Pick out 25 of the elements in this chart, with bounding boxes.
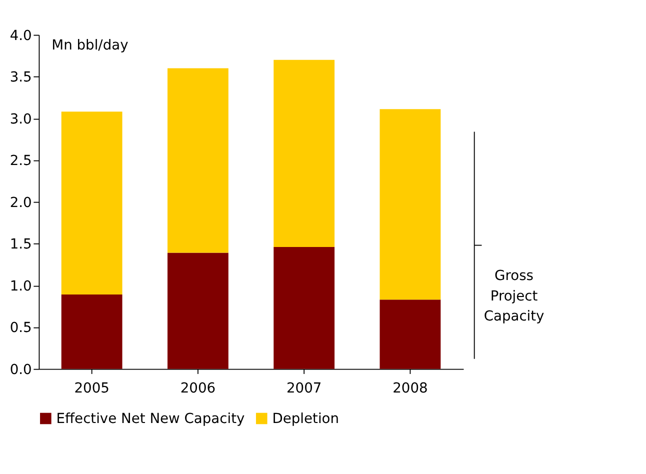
bar bbox=[168, 68, 228, 253]
y-tick-label: 1.5 bbox=[10, 236, 32, 253]
bar bbox=[61, 294, 122, 369]
x-tick-label: 2005 bbox=[74, 380, 110, 396]
y-tick-label: 4.0 bbox=[10, 28, 32, 44]
bar bbox=[168, 252, 228, 369]
legend-label: Effective Net New Capacity bbox=[56, 411, 245, 428]
x-tick-label: 2008 bbox=[392, 380, 428, 396]
y-tick-label: 1.0 bbox=[10, 278, 32, 294]
legend-label: Depletion bbox=[272, 411, 340, 428]
x-tick-label: 2007 bbox=[286, 380, 322, 396]
text: Gross Project Capacity bbox=[484, 268, 544, 325]
y-tick-label: 3.5 bbox=[10, 70, 32, 86]
bar bbox=[61, 112, 122, 295]
bar bbox=[274, 246, 335, 369]
y-tick-label: 0.0 bbox=[10, 362, 32, 378]
y-tick-label: 3.0 bbox=[10, 111, 32, 128]
bar bbox=[380, 300, 441, 369]
y-tick-label: 2.0 bbox=[10, 194, 32, 211]
x-tick-label: 2006 bbox=[180, 380, 216, 396]
y-tick-label: 0.5 bbox=[10, 320, 32, 336]
y-axis-title: Mn bbl/day bbox=[52, 38, 128, 54]
y-tick-label: 2.5 bbox=[10, 153, 32, 170]
bar bbox=[380, 109, 441, 300]
bar bbox=[274, 60, 335, 247]
